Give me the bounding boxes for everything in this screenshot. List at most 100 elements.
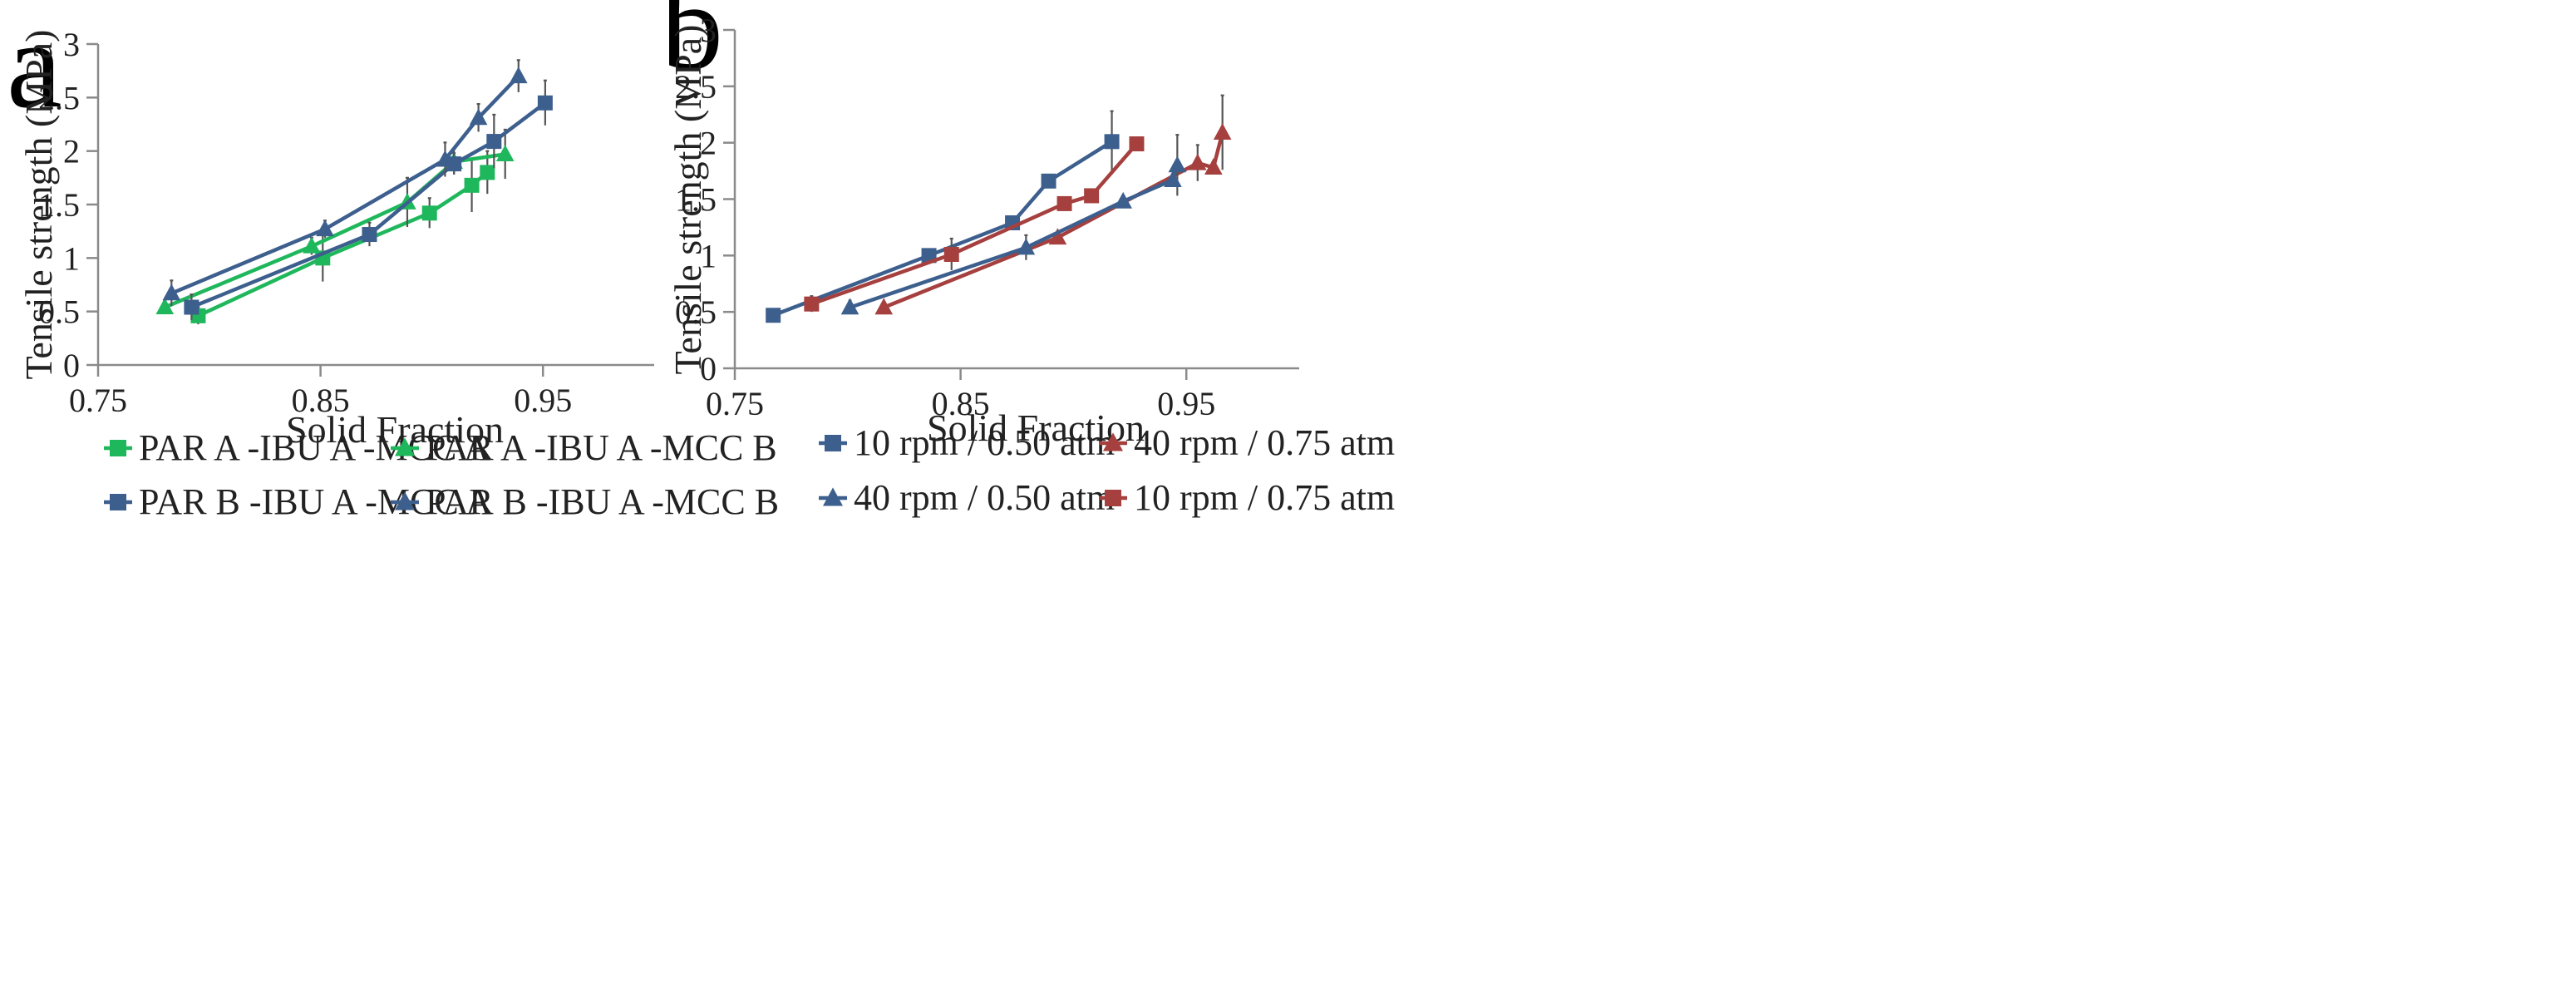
panel-a-legend-item: PAR A -IBU A -MCC A xyxy=(104,427,490,468)
panel-b-y-tick-label: 1.5 xyxy=(675,181,717,219)
panel-a-x-tick-label: 0.75 xyxy=(69,382,127,419)
panel-a-series-line xyxy=(164,152,506,309)
panel-b-legend-marker xyxy=(825,435,841,451)
panel-a-y-tick-label: 2 xyxy=(63,133,80,170)
panel-b-legend-label: 10 rpm / 0.50 atm xyxy=(854,422,1115,463)
panel-a-legend-label: PAR B -IBU A -MCC B xyxy=(426,481,779,522)
panel-b-letter: b xyxy=(661,0,723,96)
panel-a: a Tensile strength (MPa) Solid Fraction … xyxy=(7,0,779,522)
panel-b-data-point xyxy=(1213,123,1232,140)
panel-a-y-tick-label: 1.5 xyxy=(38,186,80,224)
panel-a-letter: a xyxy=(7,0,62,134)
panel-b-y-tick-label: 0 xyxy=(700,350,717,387)
panel-b-data-point xyxy=(840,298,859,315)
panel-b-plot-area: 0 0.5 1 1.5 2 2.5 3 0.75 0.85 0.95 xyxy=(675,12,1299,422)
panel-a-plot-area: 0 0.5 1 1.5 2 2.5 3 0.75 0.85 0.95 xyxy=(38,26,654,419)
panel-a-x-tick-label: 0.85 xyxy=(292,382,350,419)
panel-a-data-point xyxy=(509,67,528,84)
panel-a-legend-marker xyxy=(110,494,126,510)
panel-b-data-point xyxy=(1104,134,1120,150)
panel-b-legend-label: 40 rpm / 0.50 atm xyxy=(854,477,1115,518)
panel-b-data-point xyxy=(1204,158,1223,175)
panel-a-legend-marker xyxy=(395,437,415,456)
panel-b-legend-marker xyxy=(1103,432,1123,451)
panel-a-data-point xyxy=(436,150,455,167)
panel-a-data-point xyxy=(486,134,502,150)
panel-a-legend-label: PAR A -IBU A -MCC A xyxy=(139,427,490,468)
panel-a-y-tick-label: 0.5 xyxy=(38,293,80,331)
panel-b-data-point xyxy=(1041,173,1057,189)
panel-b-y-tick-label: 1 xyxy=(700,237,717,274)
panel-b-legend-marker xyxy=(823,487,843,506)
panel-a-series-3 xyxy=(184,79,553,320)
panel-b-legend-label: 10 rpm / 0.75 atm xyxy=(1134,477,1395,518)
panel-a-y-tick-label: 3 xyxy=(63,26,80,63)
panel-a-xlabel: Solid Fraction xyxy=(286,408,504,451)
panel-b-legend-label: 40 rpm / 0.75 atm xyxy=(1134,422,1395,463)
panel-b-x-tick-label: 0.95 xyxy=(1157,385,1215,422)
panel-a-ylabel: Tensile strength (MPa) xyxy=(17,30,60,380)
panel-b-data-point xyxy=(1084,188,1100,204)
panel-b-legend-marker xyxy=(1105,490,1121,506)
panel-a-data-point xyxy=(162,284,181,301)
panel-b-data-point xyxy=(1114,191,1132,209)
panel-a-series-1 xyxy=(190,150,495,325)
panel-a-data-point xyxy=(537,95,553,111)
panel-b-data-point xyxy=(1168,155,1187,173)
panel-b-data-point xyxy=(804,296,820,312)
panel-b-x-tick-label: 0.85 xyxy=(932,385,990,422)
panel-b-series-line xyxy=(883,131,1224,309)
panel-a-data-point xyxy=(316,219,334,237)
panel-a-data-point xyxy=(421,205,437,221)
panel-a-legend-marker xyxy=(395,491,415,510)
panel-b-data-point xyxy=(766,308,781,323)
panel-a-legend-item: PAR B -IBU A -MCC B xyxy=(391,481,779,522)
panel-a-legend-item: PAR B -IBU A -MCC A xyxy=(104,481,492,522)
panel-a-data-point xyxy=(464,177,480,193)
panel-b-y-tick-label: 2.5 xyxy=(675,68,717,106)
panel-a-data-point xyxy=(495,145,515,162)
panel-b-series-3 xyxy=(840,134,1187,315)
panel-b-legend-item: 10 rpm / 0.50 atm xyxy=(819,422,1115,463)
panel-b-data-point xyxy=(1057,195,1072,211)
panel-b-data-point xyxy=(874,298,894,315)
panel-b-legend: 10 rpm / 0.50 atm 40 rpm / 0.75 atm 40 rpm… xyxy=(819,422,1395,518)
panel-a-series-4 xyxy=(162,59,528,307)
panel-b-data-point xyxy=(1164,170,1182,187)
panel-a-data-point xyxy=(362,227,377,243)
panel-b-series-line xyxy=(772,140,1113,318)
panel-a-legend-marker xyxy=(110,440,126,456)
panel-b-series-1 xyxy=(766,110,1120,323)
panel-a-x-tick-label: 0.95 xyxy=(514,382,572,419)
panel-b-ylabel: Tensile strength (MPa) xyxy=(667,25,709,375)
panel-b-data-point xyxy=(1048,228,1067,245)
panel-b-x-tick-label: 0.75 xyxy=(706,385,764,422)
panel-b-legend-item: 40 rpm / 0.50 atm xyxy=(819,477,1115,518)
panel-b-data-point xyxy=(1129,136,1145,152)
panel-a-legend-label: PAR A -IBU A -MCC B xyxy=(426,427,777,468)
panel-b-data-point xyxy=(943,246,959,262)
panel-b-series-4 xyxy=(804,136,1145,313)
panel-a-y-tick-label: 0 xyxy=(63,347,80,384)
panel-a-y-tick-label: 2.5 xyxy=(38,79,80,116)
panel-b-y-tick-label: 3 xyxy=(700,12,717,49)
panel-b-legend-item: 10 rpm / 0.75 atm xyxy=(1099,477,1395,518)
panel-b-data-point xyxy=(1188,153,1207,170)
panel-a-data-point xyxy=(469,108,488,126)
panel-a-data-point xyxy=(184,299,199,315)
panel-b-series-line xyxy=(849,165,1180,309)
panel-a-data-point xyxy=(480,165,495,180)
panel-a-data-point xyxy=(303,236,321,254)
panel-a-data-point xyxy=(155,298,175,315)
panel-a-legend-item: PAR A -IBU A -MCC B xyxy=(391,427,777,468)
panel-b-y-tick-label: 0.5 xyxy=(675,293,717,331)
panel-a-y-tick-label: 1 xyxy=(63,239,80,277)
panel-a-legend-label: PAR B -IBU A -MCC A xyxy=(139,481,492,522)
panel-b-legend-item: 40 rpm / 0.75 atm xyxy=(1099,422,1395,463)
panel-b: b Tensile strength (MPa) Solid Fraction … xyxy=(661,0,1395,518)
panel-b-data-point xyxy=(1017,238,1036,255)
panel-b-y-tick-label: 2 xyxy=(700,125,717,162)
panel-b-series-2 xyxy=(874,94,1232,315)
